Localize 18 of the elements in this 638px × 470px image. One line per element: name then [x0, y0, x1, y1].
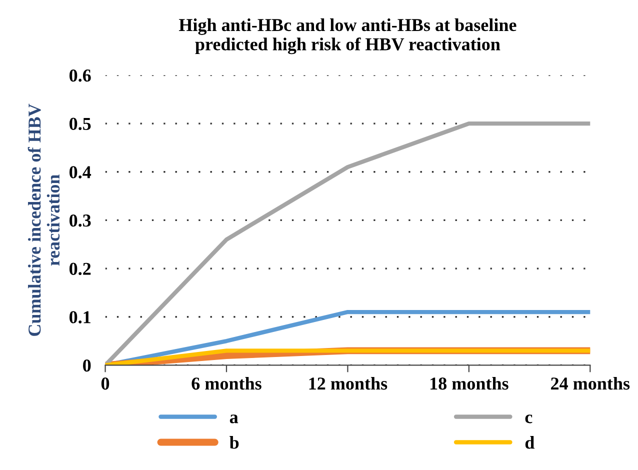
- y-tick-label: 0.4: [70, 166, 92, 178]
- y-tick-label: 0.3: [70, 214, 91, 227]
- chart-title: High anti-HBc and low anti-HBs at baseline predicted high risk of HBV reactivation: [178, 18, 516, 54]
- legend-label: c: [525, 414, 532, 424]
- y-axis-title: Cumulative incedence of HBV reactivation: [28, 104, 60, 336]
- y-tick-label: 0.1: [70, 311, 90, 324]
- x-tick-label: 18 months: [430, 376, 508, 390]
- legend-label: d: [525, 436, 534, 449]
- legend-label: a: [230, 414, 238, 424]
- y-tick-label: 0.2: [70, 262, 91, 276]
- x-tick-label: 12 months: [309, 376, 388, 390]
- x-tick-label: 0: [101, 378, 110, 390]
- legend-label: b: [230, 436, 239, 449]
- y-tick-label: 0.6: [70, 69, 91, 82]
- x-tick-label: 24 months: [551, 376, 630, 390]
- y-tick-label: 0: [83, 359, 91, 372]
- y-tick-label: 0.5: [70, 118, 91, 130]
- x-tick-label: 6 months: [192, 376, 262, 390]
